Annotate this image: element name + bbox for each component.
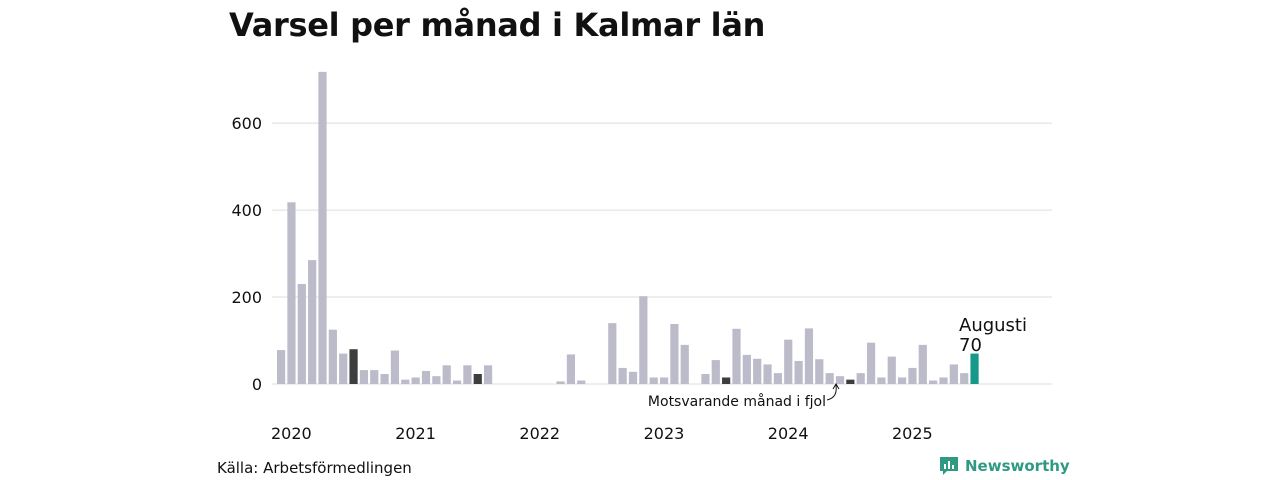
previous-year-arrowhead <box>832 383 840 390</box>
bar-2021-05 <box>442 365 451 384</box>
bar-2022-09 <box>608 323 617 384</box>
bar-2020-01 <box>277 350 286 384</box>
bar-2021-03 <box>421 370 431 384</box>
bar-2024-08 <box>846 379 855 384</box>
bar-2023-04 <box>680 344 689 385</box>
bar-2023-10 <box>742 354 751 384</box>
bar-2025-07 <box>960 373 969 384</box>
bar-2024-09 <box>856 373 865 384</box>
bar-2020-12 <box>390 350 400 384</box>
grid-lines <box>272 122 1052 385</box>
bar-2023-08 <box>722 377 731 384</box>
bar-2021-01 <box>401 379 410 384</box>
bar-2022-06 <box>577 380 586 384</box>
bar-2023-12 <box>763 364 772 384</box>
chart-title: Varsel per månad i Kalmar län <box>229 6 766 44</box>
bar-2024-06 <box>825 373 834 384</box>
source-note: Källa: Arbetsförmedlingen <box>217 459 412 477</box>
bar-2020-02 <box>287 202 296 384</box>
x-axis: 2020 2021 2022 2023 2024 2025 <box>271 424 933 443</box>
bar-2020-06 <box>328 329 337 384</box>
bar-2022-05 <box>566 354 575 384</box>
bar-2020-08 <box>349 349 358 384</box>
annotations: Augusti 70 Motsvarande månad i fjol <box>648 315 1027 410</box>
bar-2024-03 <box>794 360 803 384</box>
bar-2024-12 <box>887 356 896 384</box>
bar-2023-02 <box>659 377 669 384</box>
current-value-label: 70 <box>959 335 982 356</box>
bar-2022-10 <box>618 367 627 384</box>
bar-2020-03 <box>297 284 306 384</box>
x-tick-label: 2022 <box>519 424 560 443</box>
newsworthy-logo-icon <box>940 457 958 475</box>
bar-2023-11 <box>753 358 762 384</box>
previous-year-label: Motsvarande månad i fjol <box>648 393 826 410</box>
x-tick-label: 2020 <box>271 424 312 443</box>
bar-2021-04 <box>432 376 441 384</box>
y-axis: 0 200 400 600 <box>231 114 262 394</box>
bar-2024-10 <box>866 342 876 384</box>
y-tick-label: 0 <box>252 375 262 394</box>
bar-2025-03 <box>918 344 927 385</box>
y-tick-label: 600 <box>231 114 262 133</box>
bar-2025-02 <box>908 367 917 384</box>
bar-2021-07 <box>463 365 472 384</box>
x-tick-label: 2024 <box>768 424 809 443</box>
bar-2024-04 <box>804 328 814 384</box>
bar-2021-02 <box>411 377 420 384</box>
bar-2023-07 <box>711 360 720 384</box>
bar-2020-05 <box>318 71 327 385</box>
bars <box>277 71 979 385</box>
bar-2021-06 <box>452 380 462 384</box>
bar-2021-09 <box>484 365 493 384</box>
bar-2024-05 <box>815 359 824 384</box>
current-month-label: Augusti <box>959 315 1027 336</box>
bar-2024-02 <box>784 339 793 384</box>
bar-2020-07 <box>339 353 348 384</box>
bar-2023-06 <box>701 374 710 384</box>
bar-2020-10 <box>370 370 379 384</box>
y-tick-label: 400 <box>231 201 262 220</box>
x-tick-label: 2023 <box>644 424 685 443</box>
bar-2023-01 <box>649 377 658 384</box>
brand-logo: Newsworthy <box>939 456 1070 476</box>
bar-2022-11 <box>628 371 638 384</box>
bar-2025-08 <box>970 353 979 384</box>
bar-2024-11 <box>877 377 886 384</box>
bar-2022-04 <box>556 381 565 384</box>
bar-2022-12 <box>639 296 648 384</box>
brand-name: Newsworthy <box>965 457 1070 475</box>
bar-2024-01 <box>773 373 782 384</box>
bar-2020-09 <box>359 370 368 384</box>
x-tick-label: 2025 <box>892 424 933 443</box>
bar-2024-07 <box>835 376 845 384</box>
bar-2025-04 <box>929 380 938 384</box>
bar-2025-01 <box>898 377 907 384</box>
x-tick-label: 2021 <box>395 424 436 443</box>
bar-2023-03 <box>670 324 679 384</box>
bar-2023-09 <box>732 328 741 384</box>
bar-2025-06 <box>949 364 958 384</box>
bar-2020-11 <box>380 374 389 384</box>
bar-2025-05 <box>939 377 948 384</box>
y-tick-label: 200 <box>231 288 262 307</box>
bar-2021-08 <box>473 374 482 384</box>
bar-2020-04 <box>308 260 317 384</box>
previous-year-arrow <box>826 384 837 401</box>
